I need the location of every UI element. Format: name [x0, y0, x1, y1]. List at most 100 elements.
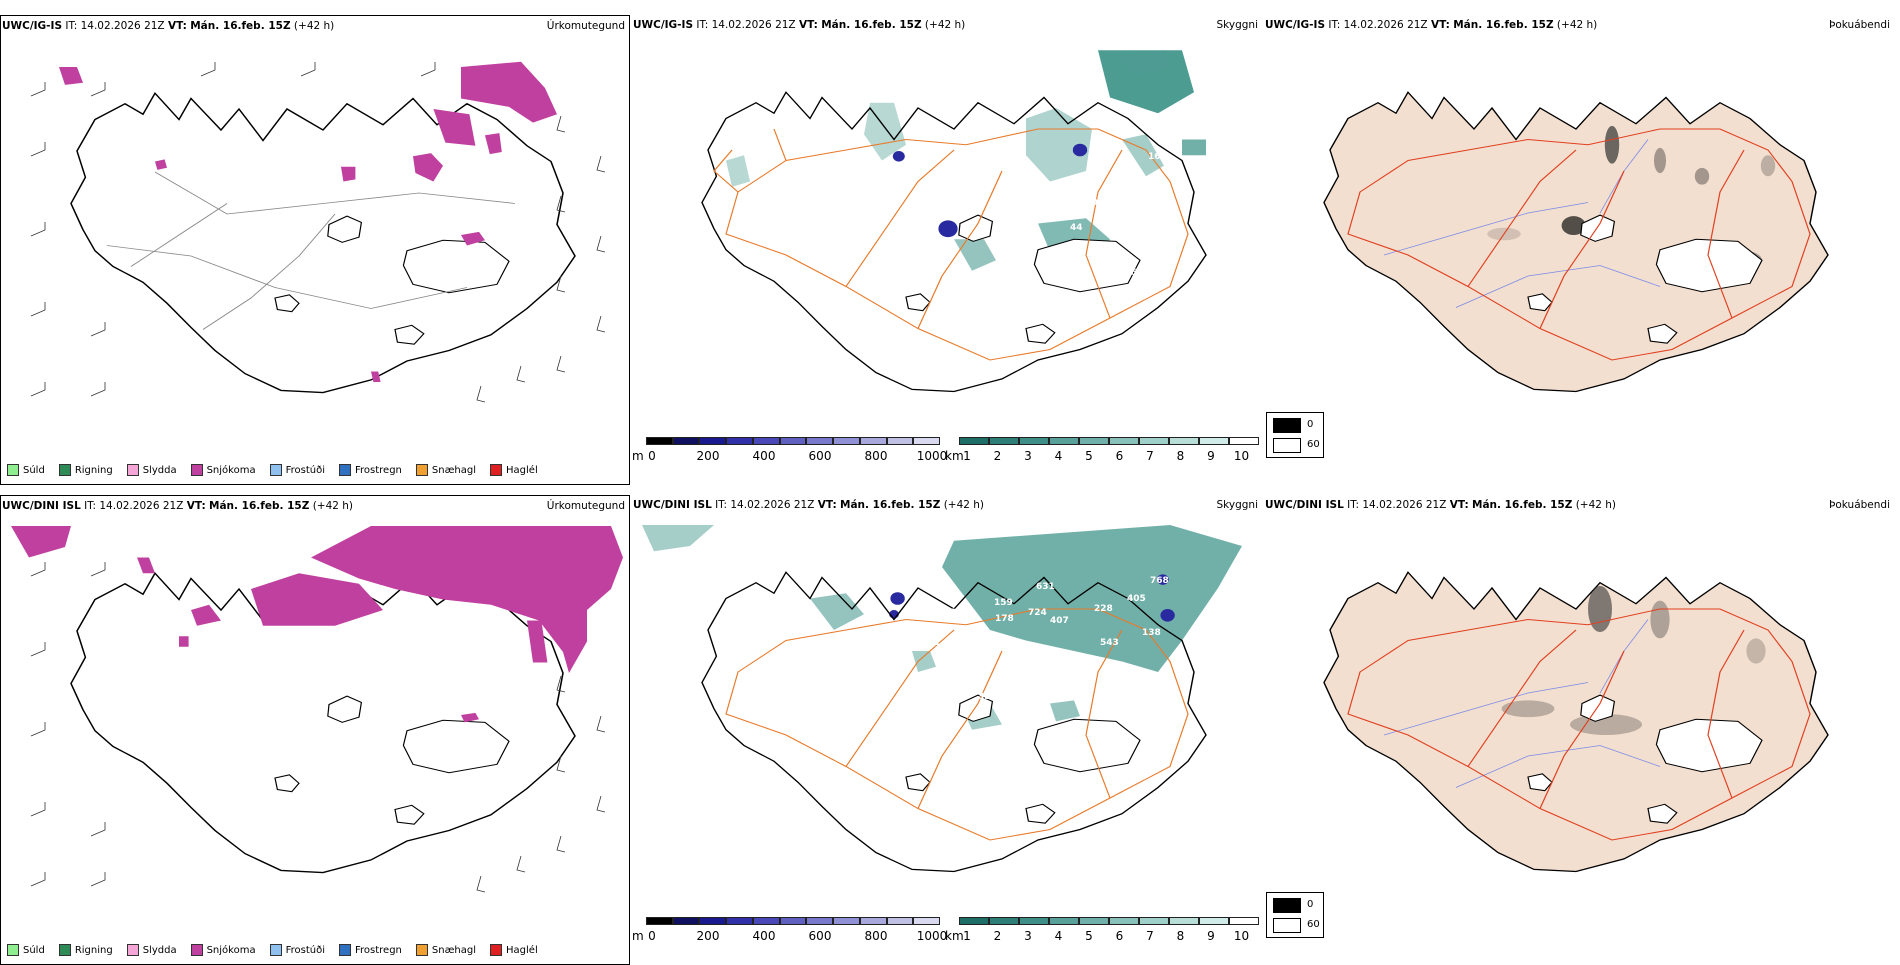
legend-item: Snjókoma — [190, 944, 256, 956]
vis-label: 16 — [1148, 152, 1161, 162]
colorbar-tick: 800 — [864, 449, 888, 463]
visibility-labels-top: 70 165 218 570 44 16 216 7 — [897, 152, 1161, 278]
colorbar-segment — [1139, 917, 1169, 925]
colorbar-segment — [833, 917, 860, 925]
colorbar-tick: 400 — [752, 929, 776, 943]
colorbar-segment — [699, 917, 727, 925]
legend-item: Frostregn — [339, 464, 402, 476]
legend-item: Rigning — [58, 464, 113, 476]
panel-title: Skyggni — [1216, 19, 1259, 31]
colorbar-tick: 1 — [963, 929, 971, 943]
legend-item: Haglél — [490, 464, 538, 476]
visibility-labels-bottom: 768 631 159 724 178 407 228 405 543 138 … — [928, 576, 1185, 702]
colorbar-segment — [752, 437, 780, 445]
colorbar-tick: 2 — [993, 929, 1002, 943]
vis-label: 543 — [1100, 638, 1119, 648]
legend-item: Súld — [7, 464, 45, 476]
colorbar-segment — [1229, 437, 1259, 445]
colorbar-tick: 5 — [1085, 929, 1093, 943]
colorbar-tick: 6 — [1115, 929, 1124, 943]
colorbar-tick: 8 — [1176, 929, 1185, 943]
panel-visibility-dini: UWC/DINI ISL IT: 14.02.2026 21Z VT: Mán.… — [632, 495, 1262, 965]
panel-header: UWC/IG-IS IT: 14.02.2026 21Z VT: Mán. 16… — [633, 19, 966, 31]
vis-label: 631 — [1036, 582, 1055, 592]
colorbar-segment — [1019, 437, 1049, 445]
colorbar-tick: 10 — [1233, 449, 1250, 463]
panel-title: Úrkomutegund — [546, 20, 625, 32]
colorbar-segment — [1109, 917, 1139, 925]
colorbar-segment — [989, 437, 1019, 445]
colorbar-segment — [1169, 917, 1199, 925]
vis-label: 228 — [1094, 604, 1113, 614]
panel-visibility-igis: UWC/IG-IS IT: 14.02.2026 21Z VT: Mán. 16… — [632, 15, 1262, 485]
colorbar-segment — [1109, 437, 1139, 445]
vis-label: 407 — [1050, 616, 1069, 626]
vis-label: 351 — [978, 692, 997, 702]
colorbar-tick: 9 — [1207, 449, 1215, 463]
vis-label: 165 — [932, 244, 951, 254]
colorbar-segment — [672, 917, 700, 925]
precip-map — [30, 61, 606, 403]
colorbar-tick: 600 — [808, 449, 832, 463]
panel-fog-dini: UWC/DINI ISL IT: 14.02.2026 21Z VT: Mán.… — [1264, 495, 1894, 965]
colorbar-segment — [1229, 917, 1259, 925]
panel-title: Þokuábendi — [1829, 499, 1890, 511]
colorbar-tick: 6 — [1115, 449, 1124, 463]
legend-item: Frostregn — [339, 944, 402, 956]
colorbar-segment — [1079, 437, 1109, 445]
visibility-km-colorbar: km 1 2 3 4 5 6 7 8 9 10 — [945, 917, 1265, 947]
visibility-meter-colorbar: m 0 200 400 600 800 1000 — [632, 437, 947, 467]
colorbar-tick: 600 — [808, 929, 832, 943]
colorbar-tick: 200 — [696, 929, 720, 943]
vis-label: 178 — [995, 614, 1014, 624]
colorbar-segment — [1049, 437, 1079, 445]
unit-label: km — [945, 449, 964, 463]
colorbar-segment — [806, 437, 834, 445]
colorbar-tick: 0 — [648, 929, 656, 943]
colorbar-segment — [726, 437, 753, 445]
colorbar-segment — [913, 437, 940, 445]
unit-label: m — [632, 449, 644, 463]
precip-legend: Súld Rigning Slydda Snjókoma Frostúði Fr… — [7, 944, 538, 956]
colorbar-tick: 7 — [1146, 449, 1154, 463]
visibility-meter-colorbar: m 0 200 400 600 800 1000 — [632, 917, 947, 947]
vis-label: 570 — [1079, 198, 1098, 208]
vis-label: 405 — [1127, 594, 1146, 604]
visibility-map: 70 165 218 570 44 16 216 7 — [701, 50, 1207, 393]
colorbar-segment — [913, 917, 940, 925]
colorbar-tick: 8 — [1176, 449, 1185, 463]
legend-item: Rigning — [58, 944, 113, 956]
colorbar-tick: 1000 — [916, 929, 948, 943]
vis-label: 317 — [950, 608, 969, 618]
colorbar-tick: 7 — [1146, 929, 1154, 943]
colorbar-tick: 4 — [1054, 449, 1063, 463]
vis-label: 768 — [1150, 576, 1169, 586]
colorbar-segment — [726, 917, 753, 925]
vis-label: 31 — [928, 638, 941, 648]
colorbar-segment — [1199, 437, 1229, 445]
colorbar-tick: 5 — [1085, 449, 1093, 463]
legend-item: Slydda — [126, 944, 177, 956]
vis-label: 216 — [1118, 268, 1137, 278]
colorbar-tick: 1000 — [916, 449, 948, 463]
colorbar-segment — [1169, 437, 1199, 445]
colorbar-segment — [959, 917, 989, 925]
fog-map — [1323, 91, 1829, 393]
vis-label: 70 — [897, 172, 910, 182]
wind-barbs — [30, 62, 606, 403]
legend-item: Snjókoma — [190, 464, 256, 476]
legend-item: Frostúði — [269, 944, 325, 956]
colorbar-segment — [989, 917, 1019, 925]
colorbar-tick: 9 — [1207, 929, 1215, 943]
panel-title: Þokuábendi — [1829, 19, 1890, 31]
colorbar-segment — [1199, 917, 1229, 925]
colorbar-tick: 0 — [648, 449, 656, 463]
unit-label: m — [632, 929, 644, 943]
colorbar-segment — [886, 917, 914, 925]
panel-title: Skyggni — [1216, 499, 1259, 511]
panel-fog-igis: UWC/IG-IS IT: 14.02.2026 21Z VT: Mán. 16… — [1264, 15, 1894, 485]
panel-header: UWC/IG-IS IT: 14.02.2026 21Z VT: Mán. 16… — [2, 20, 335, 32]
colorbar-tick: 200 — [696, 449, 720, 463]
colorbar-tick: 3 — [1024, 929, 1032, 943]
legend-item: Snæhagl — [415, 464, 476, 476]
